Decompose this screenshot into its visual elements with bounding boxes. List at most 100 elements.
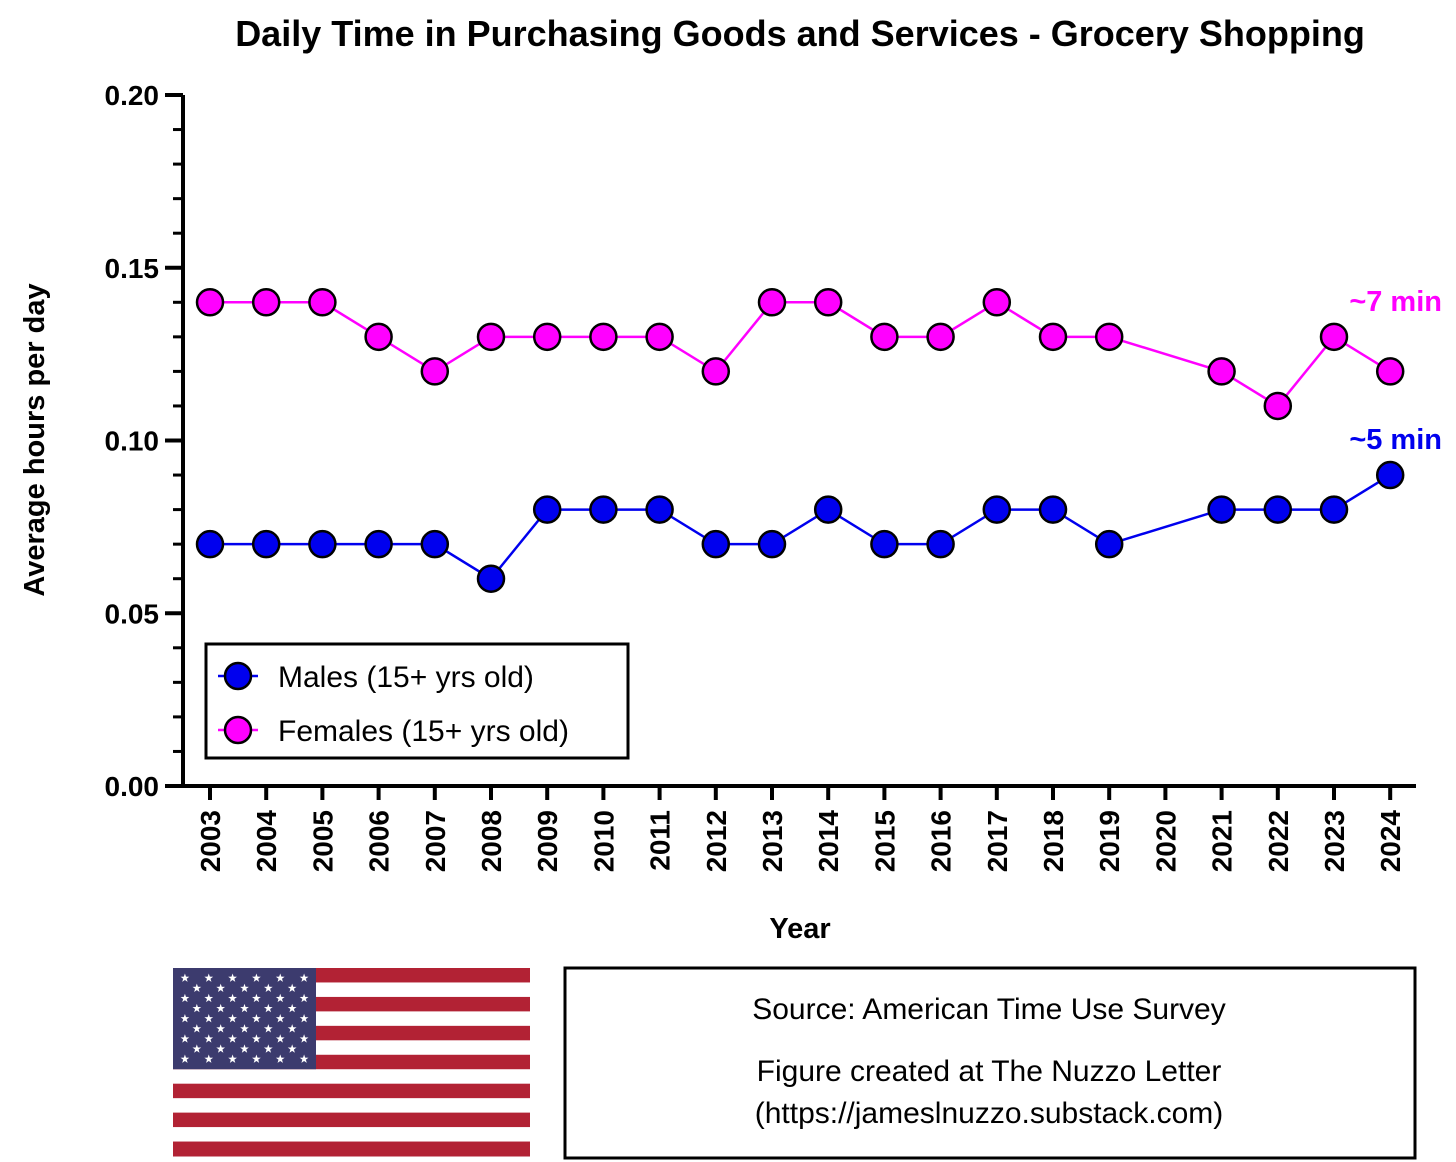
x-tick-label: 2015 (869, 810, 900, 872)
flag-star (204, 993, 214, 1003)
data-point (982, 288, 1012, 317)
data-point (982, 495, 1012, 524)
chart-title: Daily Time in Purchasing Goods and Servi… (235, 13, 1365, 54)
data-point (1319, 495, 1349, 524)
data-point (195, 529, 225, 559)
x-tick-label: 2011 (645, 810, 676, 871)
x-tick-label: 2014 (813, 810, 844, 873)
flag-star (287, 983, 297, 992)
us-flag-icon (173, 968, 530, 1157)
x-tick-label: 2024 (1375, 810, 1406, 873)
data-point (476, 322, 506, 352)
flag-canton (173, 968, 316, 1070)
data-point (1094, 529, 1124, 559)
flag-star (275, 1054, 285, 1063)
flag-star (180, 1054, 190, 1063)
data-point (813, 288, 843, 317)
flag-stripe (173, 1083, 530, 1099)
data-point (1094, 322, 1124, 352)
flag-star (287, 1024, 297, 1033)
flag-star (216, 1044, 226, 1053)
flag-star (299, 993, 309, 1003)
series-line (210, 473, 1391, 581)
flag-star (180, 973, 190, 982)
x-tick-label: 2008 (476, 810, 507, 872)
data-point (1375, 460, 1405, 490)
x-tick-label: 2023 (1319, 810, 1350, 872)
flag-star (252, 1054, 261, 1063)
annotations: ~7 min ~5 min (1349, 286, 1442, 456)
x-tick-label: 2017 (982, 810, 1013, 872)
data-point (813, 495, 843, 524)
data-point (308, 288, 337, 317)
flag-star (263, 1003, 273, 1013)
flag-star (299, 1034, 309, 1043)
legend-box (204, 642, 630, 760)
flag-star (263, 1024, 273, 1033)
data-point (251, 288, 281, 317)
flag-star (263, 983, 273, 992)
data-point (1263, 391, 1293, 421)
data-point (926, 322, 955, 352)
data-point (532, 495, 562, 524)
x-tick-label: 2019 (1094, 810, 1125, 872)
flag-star (287, 1003, 297, 1013)
flag-star (216, 1024, 226, 1033)
data-point (1207, 357, 1236, 386)
x-tick-label: 2006 (364, 810, 395, 872)
source-box-frame (563, 966, 1417, 1160)
flag-stripe (173, 1069, 530, 1085)
flag-star (228, 993, 237, 1003)
y-axis-ticks: 0.00 0.05 0.10 0.15 0.20 (105, 80, 183, 802)
flag-star (180, 1014, 190, 1023)
y-tick-label: 0.05 (105, 598, 160, 629)
flag-star (192, 1024, 202, 1033)
flag-star (240, 983, 249, 992)
legend-item-males: Males (15+ yrs old) (218, 661, 534, 694)
flag-star (204, 973, 214, 982)
legend-item-females: Females (15+ yrs old) (218, 715, 569, 748)
x-tick-label: 2004 (251, 810, 282, 873)
x-axis-ticks: 2003 2004 2005 2006 2007 2008 2009 2010 2011 2012… (195, 786, 1406, 872)
x-tick-label: 2018 (1038, 810, 1069, 872)
flag-star (287, 1044, 297, 1053)
series-females (195, 288, 1405, 421)
data-point (1263, 495, 1293, 524)
data-point (195, 288, 225, 317)
flag-star (275, 1014, 285, 1023)
source-line: Source: American Time Use Survey (752, 993, 1226, 1026)
data-point (1038, 495, 1068, 524)
data-point (645, 322, 674, 352)
flag-star (228, 1034, 237, 1043)
data-point (364, 529, 393, 559)
flag-stripe (173, 1098, 530, 1114)
data-point (532, 322, 562, 352)
series-males (195, 460, 1405, 593)
y-tick-label: 0.20 (105, 80, 160, 111)
flag-star (192, 1044, 202, 1053)
flag-star (192, 983, 202, 992)
flag-star (180, 1034, 190, 1043)
flag-stripe (173, 1141, 530, 1157)
flag-star (204, 1054, 214, 1063)
flag-star (228, 1054, 237, 1063)
data-point (1038, 322, 1068, 352)
x-tick-label: 2021 (1207, 810, 1238, 872)
data-point (420, 529, 450, 559)
data-point (757, 529, 787, 559)
data-point (420, 357, 450, 386)
flag-star (180, 993, 190, 1003)
flag-star (252, 1034, 261, 1043)
data-point (364, 322, 393, 352)
data-point (1319, 322, 1349, 352)
flag-star (216, 1003, 226, 1013)
x-tick-label: 2003 (195, 810, 226, 872)
data-point (1207, 495, 1236, 524)
y-tick-label: 0.00 (105, 771, 160, 802)
y-tick-label: 0.15 (105, 253, 160, 284)
flag-star (204, 1014, 214, 1023)
flag-star (252, 1014, 261, 1023)
flag-star (275, 1034, 285, 1043)
y-axis-title: Average hours per day (19, 283, 51, 596)
